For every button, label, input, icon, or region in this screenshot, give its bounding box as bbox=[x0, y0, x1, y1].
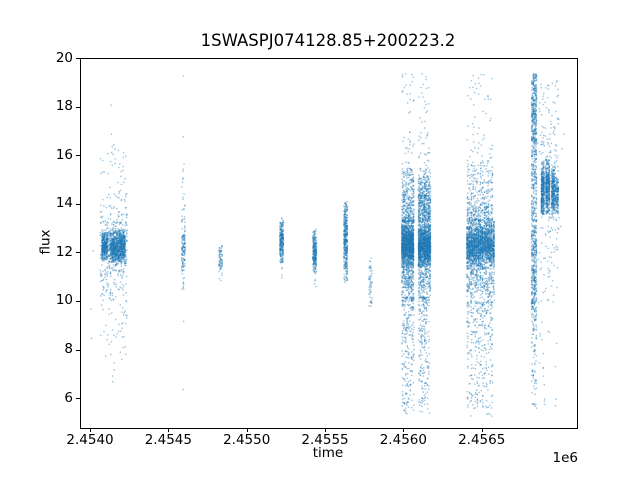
y-tick-label: 10 bbox=[55, 292, 73, 309]
plot-title: 1SWASPJ074128.85+200223.2 bbox=[200, 31, 456, 50]
x-tick-label: 2.4560 bbox=[379, 432, 427, 448]
y-tick-label: 18 bbox=[55, 98, 73, 115]
x-tick-label: 2.4565 bbox=[458, 432, 506, 448]
y-tick-label: 14 bbox=[55, 195, 73, 212]
x-tick-mark bbox=[403, 428, 405, 432]
x-tick-mark bbox=[481, 428, 483, 432]
y-tick-label: 12 bbox=[55, 243, 73, 260]
y-tick-label: 20 bbox=[55, 49, 73, 66]
y-tick-label: 16 bbox=[55, 146, 73, 163]
x-tick-label: 2.4545 bbox=[144, 432, 192, 448]
y-tick-mark bbox=[76, 203, 80, 205]
y-tick-mark bbox=[76, 300, 80, 302]
y-tick-label: 6 bbox=[64, 389, 73, 406]
x-axis-label: time bbox=[312, 445, 344, 461]
y-tick-mark bbox=[76, 349, 80, 351]
axes-area bbox=[80, 58, 578, 429]
x-tick-mark bbox=[168, 428, 170, 432]
x-tick-mark bbox=[325, 428, 327, 432]
x-axis-offset-label: 1e6 bbox=[552, 450, 578, 466]
y-tick-mark bbox=[76, 155, 80, 157]
x-tick-label: 2.4555 bbox=[301, 432, 349, 448]
scatter-points-canvas bbox=[81, 59, 577, 428]
x-tick-label: 2.4550 bbox=[223, 432, 271, 448]
x-tick-mark bbox=[90, 428, 92, 432]
y-tick-mark bbox=[76, 252, 80, 254]
y-tick-mark bbox=[76, 58, 80, 59]
x-tick-mark bbox=[246, 428, 248, 432]
y-tick-mark bbox=[76, 106, 80, 108]
y-tick-mark bbox=[76, 398, 80, 400]
y-tick-label: 8 bbox=[64, 341, 73, 357]
x-tick-label: 2.4540 bbox=[66, 432, 114, 448]
